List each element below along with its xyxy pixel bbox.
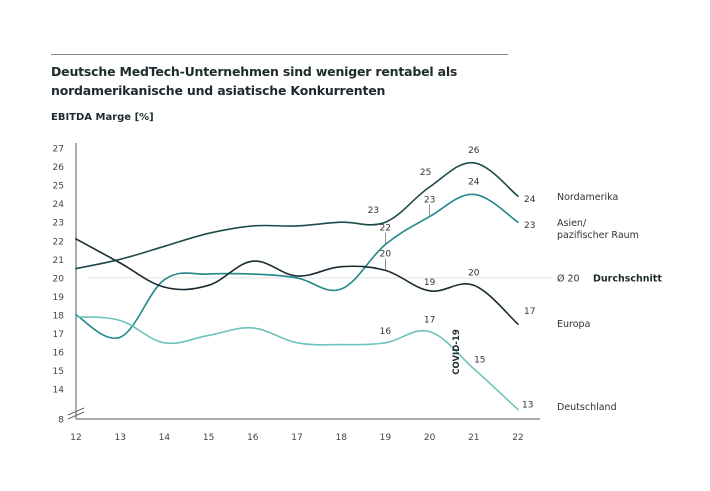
y-tick-label: 20 xyxy=(53,274,65,284)
x-tick-label: 13 xyxy=(114,433,125,443)
data-label: 24 xyxy=(468,177,480,187)
top-rule xyxy=(51,54,508,55)
chart-title: Deutsche MedTech-Unternehmen sind wenige… xyxy=(51,64,458,98)
data-label: 23 xyxy=(368,206,379,216)
data-label: 15 xyxy=(474,356,485,366)
x-tick-label: 22 xyxy=(512,433,523,443)
data-label: 24 xyxy=(524,195,536,205)
legend-label: Nordamerika xyxy=(557,192,618,203)
data-label: 20 xyxy=(380,249,392,259)
data-label: 19 xyxy=(424,278,436,288)
average-value-label: Ø 20 xyxy=(557,273,580,284)
data-label: 23 xyxy=(424,196,435,206)
data-label: 26 xyxy=(468,146,480,156)
x-tick-label: 17 xyxy=(291,433,302,443)
data-label: 13 xyxy=(522,401,533,411)
y-tick-label: 21 xyxy=(53,256,64,266)
x-tick-label: 18 xyxy=(335,433,347,443)
series-line-europa xyxy=(75,238,519,325)
data-label: 20 xyxy=(468,268,480,278)
legend-label: Deutschland xyxy=(557,402,617,413)
series-line-asien xyxy=(75,193,519,340)
x-tick-label: 20 xyxy=(424,433,436,443)
data-label: 17 xyxy=(524,307,535,317)
y-tick-label: 26 xyxy=(53,163,65,173)
y-tick-label: 18 xyxy=(53,311,65,321)
y-tick-label: 17 xyxy=(53,330,64,340)
series-line-nordamerika xyxy=(75,161,519,270)
series-line-deutschland xyxy=(75,316,519,411)
y-tick-label: 27 xyxy=(53,145,64,155)
data-label: 17 xyxy=(424,316,435,326)
y-tick-label: 8 xyxy=(58,416,64,426)
x-tick-label: 21 xyxy=(468,433,479,443)
data-label: 25 xyxy=(420,168,431,178)
covid-annotation: COVID-19 xyxy=(452,329,462,375)
data-label: 16 xyxy=(380,327,392,337)
x-tick-label: 15 xyxy=(203,433,214,443)
y-tick-label: 14 xyxy=(53,386,65,396)
legend-label: Asien/ xyxy=(557,218,587,229)
x-tick-label: 12 xyxy=(70,433,81,443)
x-tick-label: 14 xyxy=(159,433,171,443)
y-tick-label: 15 xyxy=(53,367,64,377)
x-tick-label: 16 xyxy=(247,433,259,443)
average-label: Durchschnitt xyxy=(593,273,662,284)
x-tick-label: 19 xyxy=(380,433,392,443)
legend-label: pazifischer Raum xyxy=(557,230,639,241)
y-tick-label: 16 xyxy=(53,349,65,359)
y-tick-label: 19 xyxy=(53,293,65,303)
y-axis-label: EBITDA Marge [%] xyxy=(51,112,154,123)
y-tick-label: 25 xyxy=(53,182,64,192)
data-label: 23 xyxy=(524,221,535,231)
legend-label: Europa xyxy=(557,319,590,330)
axis-break-mark xyxy=(67,407,85,416)
data-label: 22 xyxy=(380,223,391,233)
axis-break-mark xyxy=(67,411,85,420)
y-tick-label: 23 xyxy=(53,219,64,229)
y-tick-label: 22 xyxy=(53,237,64,247)
y-tick-label: 24 xyxy=(53,200,65,210)
